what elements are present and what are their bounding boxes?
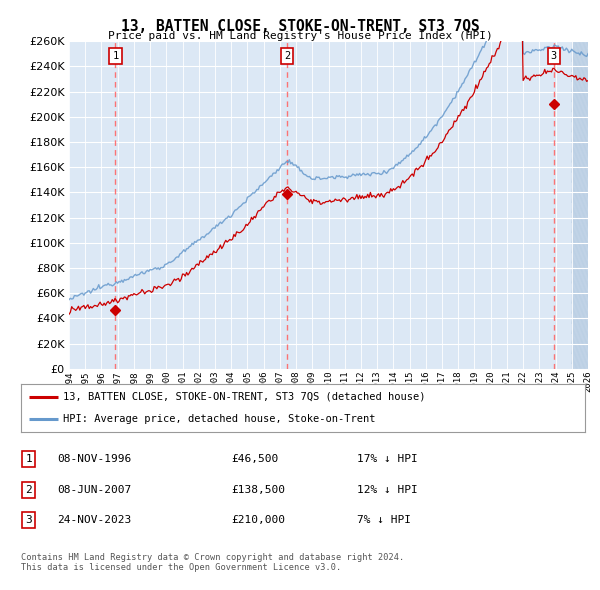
Text: 13, BATTEN CLOSE, STOKE-ON-TRENT, ST3 7QS (detached house): 13, BATTEN CLOSE, STOKE-ON-TRENT, ST3 7Q…: [64, 392, 426, 402]
Text: Price paid vs. HM Land Registry's House Price Index (HPI): Price paid vs. HM Land Registry's House …: [107, 31, 493, 41]
Text: £46,500: £46,500: [231, 454, 278, 464]
Text: 7% ↓ HPI: 7% ↓ HPI: [357, 516, 411, 525]
Text: £210,000: £210,000: [231, 516, 285, 525]
Text: 3: 3: [551, 51, 557, 61]
Text: 17% ↓ HPI: 17% ↓ HPI: [357, 454, 418, 464]
Text: 1: 1: [25, 454, 32, 464]
Text: This data is licensed under the Open Government Licence v3.0.: This data is licensed under the Open Gov…: [21, 563, 341, 572]
Text: 13, BATTEN CLOSE, STOKE-ON-TRENT, ST3 7QS: 13, BATTEN CLOSE, STOKE-ON-TRENT, ST3 7Q…: [121, 19, 479, 34]
Text: 12% ↓ HPI: 12% ↓ HPI: [357, 485, 418, 494]
Text: Contains HM Land Registry data © Crown copyright and database right 2024.: Contains HM Land Registry data © Crown c…: [21, 553, 404, 562]
Text: £138,500: £138,500: [231, 485, 285, 494]
Bar: [572, 41, 588, 369]
Text: 2: 2: [25, 485, 32, 494]
Text: 2: 2: [284, 51, 290, 61]
Text: 08-JUN-2007: 08-JUN-2007: [57, 485, 131, 494]
Text: 24-NOV-2023: 24-NOV-2023: [57, 516, 131, 525]
Text: 3: 3: [25, 516, 32, 525]
Text: 1: 1: [112, 51, 119, 61]
Text: 08-NOV-1996: 08-NOV-1996: [57, 454, 131, 464]
Text: HPI: Average price, detached house, Stoke-on-Trent: HPI: Average price, detached house, Stok…: [64, 414, 376, 424]
